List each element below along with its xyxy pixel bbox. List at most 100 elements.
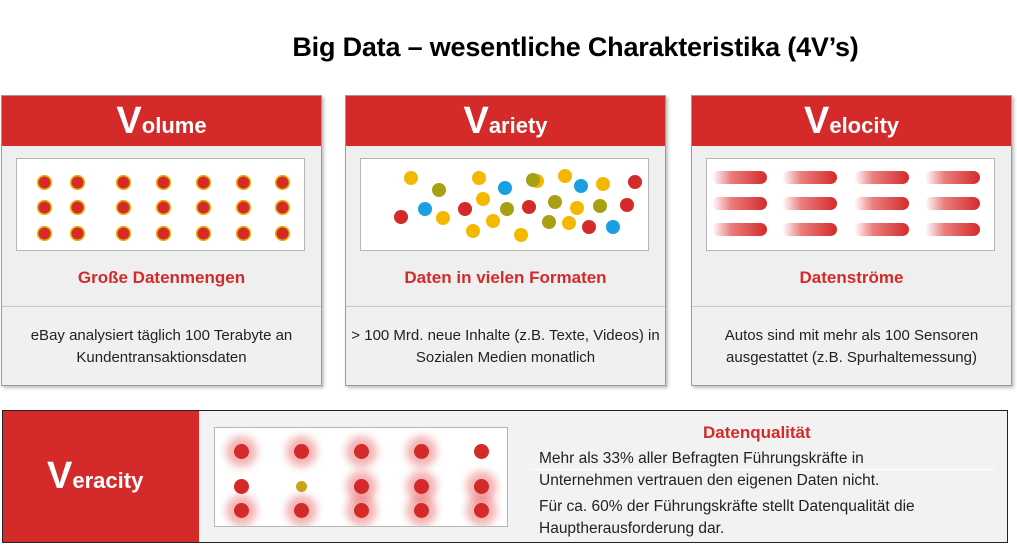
illustration-dot	[353, 478, 369, 494]
illustration-dot	[522, 200, 536, 214]
illustration-dot	[36, 199, 52, 215]
velocity-header: Velocity	[692, 96, 1011, 146]
illustration-dot	[353, 443, 369, 459]
illustration-dot	[498, 181, 512, 195]
stream-streak	[854, 223, 909, 236]
stream-streak	[712, 197, 767, 210]
veracity-title: eracity	[72, 468, 144, 493]
illustration-dot	[155, 225, 171, 241]
volume-title: olume	[141, 113, 207, 138]
illustration-dot	[558, 169, 572, 183]
illustration-dot	[472, 171, 486, 185]
stream-streak	[712, 223, 767, 236]
variety-card: Variety Daten in vielen Formaten > 100 M…	[345, 95, 666, 386]
illustration-dot	[235, 225, 251, 241]
illustration-dot	[570, 201, 584, 215]
stream-streak	[854, 171, 909, 184]
stream-streak	[925, 171, 980, 184]
illustration-dot	[195, 199, 211, 215]
illustration-dot	[514, 228, 528, 242]
variety-subtitle: Daten in vielen Formaten	[404, 268, 607, 287]
illustration-dot	[394, 210, 408, 224]
variety-description: > 100 Mrd. neue Inhalte (z.B. Texte, Vid…	[351, 327, 660, 366]
illustration-dot	[418, 202, 432, 216]
illustration-dot	[293, 443, 309, 459]
illustration-dot	[115, 174, 131, 190]
variety-description-box: > 100 Mrd. neue Inhalte (z.B. Texte, Vid…	[346, 306, 665, 385]
illustration-dot	[542, 215, 556, 229]
stream-streak	[782, 171, 837, 184]
velocity-subtitle: Datenströme	[799, 268, 904, 287]
illustration-dot	[606, 220, 620, 234]
volume-initial: V	[116, 100, 142, 142]
illustration-dot	[413, 443, 429, 459]
page-title: Big Data – wesentliche Charakteristika (…	[292, 32, 859, 62]
illustration-dot	[293, 502, 309, 518]
illustration-dot	[582, 220, 596, 234]
illustration-dot	[115, 225, 131, 241]
illustration-dot	[476, 192, 490, 206]
illustration-dot	[36, 225, 52, 241]
illustration-dot	[596, 177, 610, 191]
illustration-dot	[620, 198, 634, 212]
illustration-dot	[274, 225, 290, 241]
volume-subtitle: Große Datenmengen	[77, 268, 246, 287]
illustration-dot	[353, 502, 369, 518]
volume-card: Volume Große Datenmengen eBay analysiert…	[1, 95, 322, 386]
illustration-dot	[36, 174, 52, 190]
stream-streak	[854, 197, 909, 210]
stream-streak	[925, 197, 980, 210]
illustration-dot	[473, 478, 489, 494]
velocity-streams-illustration	[706, 158, 995, 251]
illustration-dot	[413, 502, 429, 518]
illustration-dot	[195, 225, 211, 241]
stream-streak	[712, 171, 767, 184]
veracity-text-line-2: Unternehmen vertrauen den eigenen Daten …	[539, 472, 880, 489]
stream-streak	[782, 223, 837, 236]
illustration-dot	[473, 502, 489, 518]
illustration-dot	[628, 175, 642, 189]
illustration-dot	[548, 195, 562, 209]
velocity-title: elocity	[829, 113, 900, 138]
illustration-dot	[500, 202, 514, 216]
illustration-dot	[593, 199, 607, 213]
veracity-subtitle: Datenqualität	[703, 423, 811, 442]
illustration-dot	[473, 443, 489, 459]
variety-title: ariety	[488, 113, 548, 138]
illustration-dot	[466, 224, 480, 238]
velocity-initial: V	[803, 100, 830, 142]
veracity-text-line-3: Für ca. 60% der Führungskräfte stellt Da…	[539, 498, 915, 515]
illustration-dot	[526, 173, 540, 187]
stream-streak	[925, 223, 980, 236]
illustration-dot	[233, 443, 249, 459]
illustration-dot	[235, 199, 251, 215]
variety-colored-dots-illustration	[360, 158, 649, 251]
velocity-description-box: Autos sind mit mehr als 100 Sensoren aus…	[692, 306, 1011, 385]
illustration-dot	[436, 211, 450, 225]
volume-description: eBay analysiert täglich 100 Terabyte an …	[30, 327, 293, 366]
volume-dot-grid-illustration	[16, 158, 305, 251]
illustration-dot	[195, 174, 211, 190]
illustration-dot	[458, 202, 472, 216]
veracity-header: Veracity	[3, 411, 199, 542]
veracity-blurred-dots-illustration	[214, 427, 508, 527]
illustration-dot	[155, 174, 171, 190]
variety-initial: V	[463, 100, 489, 142]
velocity-description: Autos sind mit mehr als 100 Sensoren aus…	[724, 327, 979, 366]
illustration-dot	[69, 225, 85, 241]
veracity-panel: Veracity Datenqualität Mehr als 33% alle…	[2, 410, 1008, 543]
illustration-dot	[115, 199, 131, 215]
illustration-dot	[274, 199, 290, 215]
illustration-dot	[233, 502, 249, 518]
illustration-dot	[413, 478, 429, 494]
illustration-dot	[233, 478, 249, 494]
volume-header: Volume	[2, 96, 321, 146]
variety-header: Variety	[346, 96, 665, 146]
velocity-card: Velocity Datenströme Autos sind mit mehr…	[691, 95, 1012, 386]
illustration-dot	[155, 199, 171, 215]
illustration-dot	[574, 179, 588, 193]
illustration-dot	[432, 183, 446, 197]
illustration-dot	[69, 174, 85, 190]
veracity-text-line-1: Mehr als 33% aller Befragten Führungskrä…	[539, 450, 864, 467]
illustration-dot	[274, 174, 290, 190]
